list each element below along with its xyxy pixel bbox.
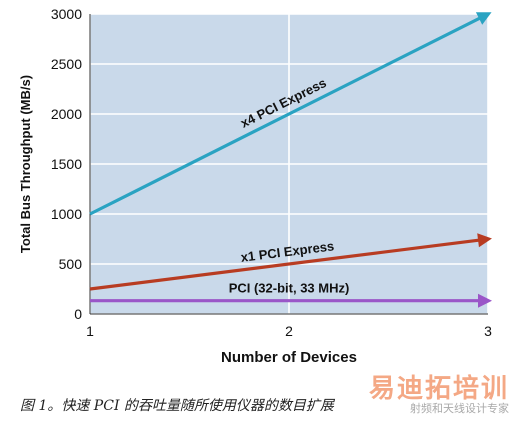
y-tick-label: 2000 (51, 106, 82, 122)
x-tick-label: 2 (285, 323, 293, 339)
watermark-main-text: 易迪拓培训 (368, 374, 509, 404)
y-tick-label: 500 (59, 256, 83, 272)
watermark-logo: 易迪拓培训 射频和天线设计专家 (368, 374, 509, 416)
watermark-sub-text: 射频和天线设计专家 (410, 402, 509, 416)
series-line (89, 16, 482, 216)
x-tick-label: 1 (86, 323, 94, 339)
series-arrowhead (475, 12, 492, 25)
series-label: PCI (32-bit, 33 MHz) (229, 281, 350, 296)
x-axis-title: Number of Devices (221, 349, 357, 366)
x-tick-label: 3 (484, 323, 492, 339)
series-arrowhead (477, 233, 492, 248)
y-tick-label: 0 (74, 306, 82, 322)
y-tick-label: 2500 (51, 56, 82, 72)
figure-caption: 图 1。快速 PCI 的吞吐量随所使用仪器的数目扩展 (20, 398, 334, 414)
series-line (89, 238, 480, 291)
y-tick-label: 3000 (51, 6, 82, 22)
y-tick-label: 1000 (51, 206, 82, 222)
series-arrowhead (478, 293, 492, 308)
axes: 0 500 1000 1500 2000 2500 3000 1 2 3 (51, 6, 492, 339)
y-tick-label: 1500 (51, 156, 82, 172)
y-axis-title: Total Bus Throughput (MB/s) (18, 75, 33, 253)
series-group (89, 12, 492, 308)
